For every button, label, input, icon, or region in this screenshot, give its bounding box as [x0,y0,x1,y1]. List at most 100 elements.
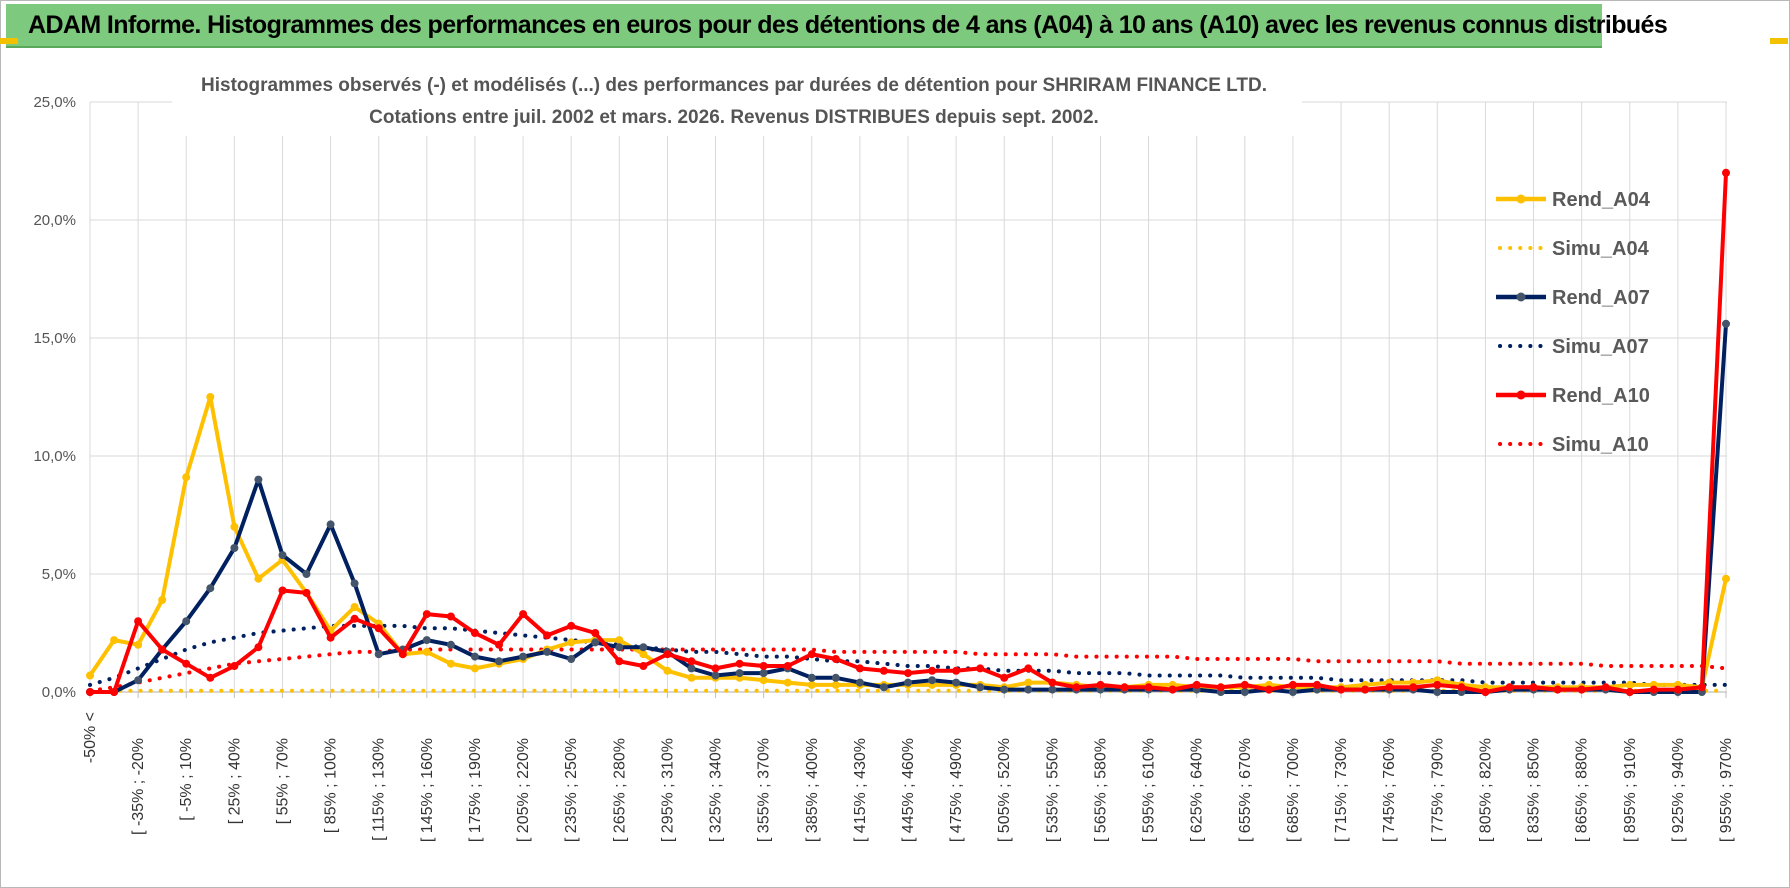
rend-a04-point [831,680,840,689]
rend-a10-point [976,664,985,673]
x-tick-label: [ 835% ; 850% [1526,738,1543,842]
rend-a07-point [206,584,215,593]
title-background [172,64,1302,136]
series-simu-a07 [88,623,1728,687]
rend-a10-point [495,640,503,649]
corner-marker-left [0,38,18,44]
rend-a07-point [326,520,335,529]
x-axis: -50% < [ -35% ; -20% [ -5% ; 10% [ 25% ; 40… [82,712,1735,842]
legend-label: Simu_A10 [1552,434,1649,456]
rend-a10-point [1625,688,1634,696]
rend-a07-point [374,650,383,659]
legend-label: Simu_A04 [1552,238,1650,260]
rend-a07-point [687,664,696,673]
x-tick-label: [ 295% ; 310% [659,738,676,842]
rend-a10-point [1000,673,1009,682]
rend-a10-point [1505,683,1514,692]
rend-a10-point [1313,680,1321,689]
x-tick-label: [ 265% ; 280% [611,738,628,842]
rend-a04-point [759,676,768,685]
rend-a07-point [470,652,479,661]
rend-a10-point [350,614,359,623]
rend-a10-point [1649,685,1658,694]
rend-a10-point [1385,683,1394,692]
rend-a10-point [278,586,287,595]
banner-title: ADAM Informe. Histogrammes des performan… [28,11,1668,39]
rend-a10-point [206,673,215,682]
rend-a10-point [711,664,720,673]
rend-a10-point [855,664,864,673]
rend-a07-point [759,669,768,678]
legend-item-rend-a04: Rend_A04 [1496,189,1651,211]
rend-a10-point [1697,683,1706,692]
legend-label: Rend_A04 [1552,189,1651,211]
rend-a04-point [206,393,215,401]
rend-a10-point [446,612,455,621]
rend-a04-point [422,647,431,656]
rend-a10-point [1409,683,1418,692]
y-tick-label: 0,0% [42,684,76,701]
rend-a10-point [398,650,407,659]
rend-a07-point [134,676,143,685]
x-tick-label: [ 505% ; 520% [996,738,1013,842]
simu-a07-line [88,623,1728,687]
rend-a10-point [1577,685,1586,694]
x-tick-label: [ 745% ; 760% [1381,738,1398,842]
legend-marker [1516,292,1526,302]
rend-a07-point [1288,688,1297,696]
title-banner: ADAM Informe. Histogrammes des performan… [6,4,1668,48]
rend-a10-point [1120,683,1129,692]
rend-a10-point [422,610,431,619]
legend-label: Rend_A07 [1552,287,1650,309]
x-tick-label: [ 775% ; 790% [1429,738,1446,842]
rend-a10-point [1529,683,1538,692]
rend-a07-point [928,676,937,685]
rend-a07-point [807,673,816,682]
rend-a10-point [952,666,961,675]
rend-a07-point [952,678,961,687]
rend-a04-point [446,659,455,668]
x-tick-label: [ 175% ; 190% [467,738,484,842]
rend-a10-point [1673,685,1682,694]
rend-a10-point [326,633,335,642]
rend-a04-point [639,650,648,659]
rend-a07-point [855,678,864,687]
rend-a04-point [158,596,167,604]
rend-a10-point [1288,680,1297,689]
rend-a07-point [1722,319,1730,328]
rend-a10-point [1601,683,1610,692]
x-tick-label: [ 445% ; 460% [900,738,917,842]
legend-item-simu-a04: Simu_A04 [1498,238,1650,260]
rend-a10-point [807,650,816,659]
x-tick-label: [ -35% ; -20% [130,738,147,835]
y-tick-label: 25,0% [33,94,76,111]
legend: Rend_A04 Simu_A04 Rend_A07 Simu_A07 Rend_A10… [1496,189,1651,456]
y-tick-label: 5,0% [42,566,76,583]
rend-a07-point [422,636,431,645]
rend-a10-point [928,666,937,675]
rend-a07-point [1048,685,1057,694]
series-rend-a10 [86,168,1730,696]
rend-a10-point [567,621,576,630]
x-tick-label: [ 205% ; 220% [515,738,532,842]
rend-a10-point [1337,685,1346,694]
rend-a04-point [254,574,263,583]
x-tick-label: [ 565% ; 580% [1092,738,1109,842]
legend-label: Rend_A10 [1552,385,1650,407]
x-tick-label: [ 25% ; 40% [226,738,243,824]
x-tick-label: [ 415% ; 430% [852,738,869,842]
rend-a10-point [110,688,119,696]
rend-a04-point [350,603,359,611]
legend-item-rend-a10: Rend_A10 [1496,385,1650,407]
chart-title-line-1: Histogrammes observés (-) et modélisés (… [201,75,1267,96]
x-tick-label: [ 805% ; 820% [1477,738,1494,842]
x-tick-label: [ 145% ; 160% [419,738,436,842]
rend-a10-point [615,657,624,666]
rend-a04-point [110,636,119,645]
rend-a07-point [495,657,503,666]
rend-a10-point [1481,688,1490,696]
rend-a10-point [783,662,792,670]
rend-a04-point [807,680,816,689]
x-tick-label: -50% < [82,712,99,763]
